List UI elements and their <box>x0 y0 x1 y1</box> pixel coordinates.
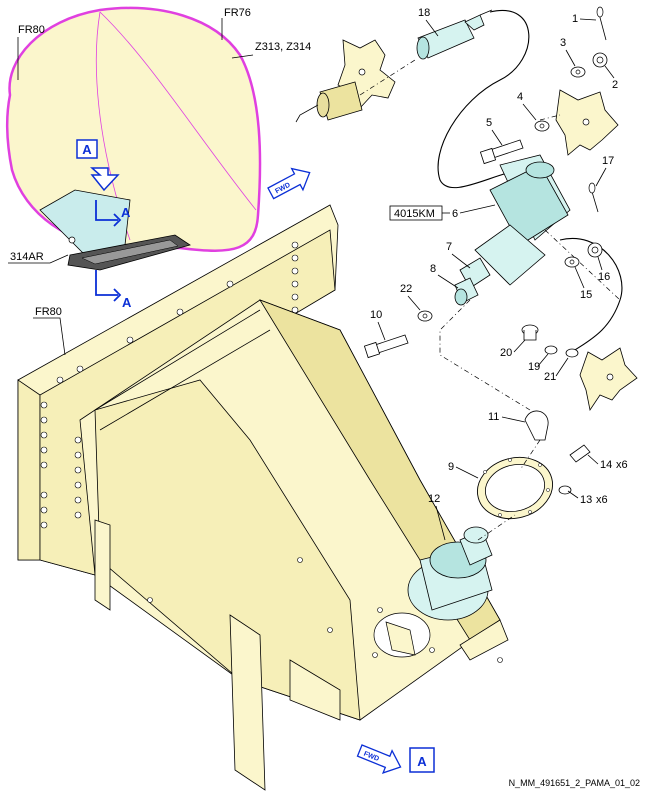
callout-9: 9 <box>448 461 454 473</box>
callout-20: 20 <box>500 347 512 359</box>
housing-12 <box>407 439 541 621</box>
view-a-box-bottom <box>409 747 435 773</box>
callout-22: 22 <box>400 283 412 295</box>
callout-16: 16 <box>598 271 610 283</box>
callout-1: 1 <box>572 13 578 25</box>
callout-3: 3 <box>560 37 566 49</box>
fwd-arrow-bottom: FWD <box>356 744 402 774</box>
view-arrow-icon <box>90 167 120 192</box>
connector-18 <box>416 9 493 60</box>
view-a-box <box>76 139 98 159</box>
callout-14: 14 <box>600 459 612 471</box>
callout-5: 5 <box>486 117 492 129</box>
connector-rear <box>295 59 416 123</box>
figure-code: N_MM_491651_2_PAMA_01_02 <box>509 778 640 788</box>
callout-4: 4 <box>517 91 523 103</box>
frame-fr80-mid: FR80 <box>35 306 62 318</box>
callout-8: 8 <box>430 263 436 275</box>
view-a-label-bottom: A <box>417 754 427 769</box>
callout-19: 19 <box>528 361 540 373</box>
section-a-bottom-label: A <box>122 295 132 310</box>
callout-21: 21 <box>544 371 556 383</box>
frame-fr80-top: FR80 <box>18 24 45 36</box>
gasket-9 <box>477 456 553 520</box>
callout-2: 2 <box>612 79 618 91</box>
zone-outline <box>5 6 262 252</box>
mounting-brackets <box>337 39 638 412</box>
actuator-6 <box>454 154 571 306</box>
callouts: 1 2 3 4 5 4015KM 6 7 8 9 10 11 12 13 x6 … <box>370 7 628 541</box>
qty-14: x6 <box>616 459 628 471</box>
cable-18 <box>437 9 530 189</box>
qty-13: x6 <box>596 494 608 506</box>
fwd-arrow-top: FWD <box>267 167 311 200</box>
callout-18: 18 <box>418 7 430 19</box>
callout-15: 15 <box>580 289 592 301</box>
zone-label: Z313, Z314 <box>255 41 311 53</box>
frame-fr76: FR76 <box>224 7 251 19</box>
locator-inset: A A A FR80 FR76 Z313, Z314 314AR <box>5 6 311 310</box>
callout-10: 10 <box>370 309 382 321</box>
hardware-small <box>363 6 608 495</box>
access-panel-label: 314AR <box>10 251 44 263</box>
view-a-label: A <box>82 142 92 157</box>
callout-7: 7 <box>446 241 452 253</box>
callout-6: 6 <box>452 208 458 220</box>
equipment-id: 4015KM <box>394 208 435 220</box>
callout-11: 11 <box>488 411 499 423</box>
section-a-top-label: A <box>121 205 131 220</box>
callout-17: 17 <box>602 155 614 167</box>
callout-12: 12 <box>428 493 440 505</box>
callout-13: 13 <box>580 494 592 506</box>
cable-21 <box>559 237 623 351</box>
airframe-structure: FR80 <box>17 204 509 791</box>
